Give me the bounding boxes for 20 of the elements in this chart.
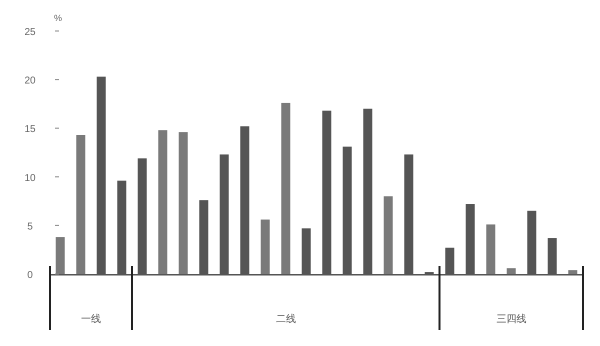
- bar: [384, 196, 393, 274]
- y-axis-title: %: [54, 13, 62, 23]
- y-tick-label: 25: [24, 27, 36, 38]
- bar: [260, 220, 270, 274]
- bar: [56, 237, 65, 274]
- text: 一线: [81, 313, 101, 325]
- bar: [486, 224, 496, 274]
- text: 三四线: [496, 313, 526, 325]
- text: 二线: [276, 313, 296, 325]
- y-tick-label: 20: [24, 76, 36, 87]
- y-tick-label: 15: [24, 124, 36, 136]
- y-tick-label: 5: [27, 221, 34, 232]
- y-tick-label: 10: [24, 172, 36, 184]
- bar: [76, 135, 86, 274]
- bar: [506, 268, 516, 274]
- bar: [158, 130, 168, 274]
- bar: [178, 132, 188, 274]
- y-tick-label: 0: [27, 270, 34, 281]
- bar: [281, 102, 290, 274]
- bar: [568, 270, 578, 274]
